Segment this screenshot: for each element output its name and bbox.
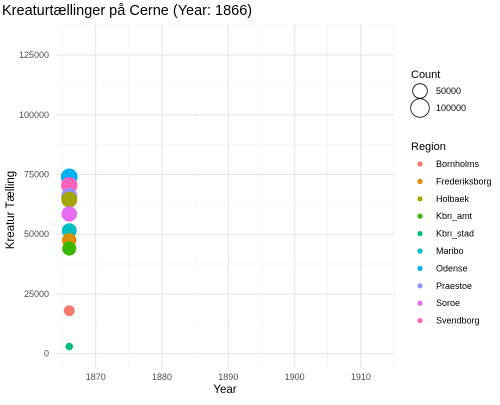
color-legend-key — [417, 318, 423, 324]
color-legend-label: Frederiksborg — [436, 176, 492, 186]
color-legend-label: Soroe — [436, 298, 460, 308]
color-legend-key — [417, 283, 423, 289]
size-legend-key — [410, 98, 430, 118]
color-legend-key — [417, 231, 423, 237]
y-axis-label: Kreatur Tælling — [5, 171, 17, 249]
y-tick-label: 75000 — [24, 170, 49, 180]
data-point — [65, 342, 74, 351]
x-tick-label: 1910 — [351, 372, 371, 382]
color-legend-key — [417, 265, 423, 271]
x-tick-label: 1900 — [285, 372, 305, 382]
color-legend-label: Kbn_stad — [436, 229, 474, 239]
y-tick-label: 50000 — [24, 229, 49, 239]
color-legend-label: Kbn_amt — [436, 211, 473, 221]
color-legend-key — [417, 248, 423, 254]
color-legend-key — [417, 178, 423, 184]
data-point — [61, 206, 77, 222]
size-legend-label: 100000 — [436, 103, 466, 113]
color-legend-key — [417, 196, 423, 202]
color-legend-key — [417, 161, 423, 167]
size-legend-title: Count — [411, 69, 440, 81]
size-legend-label: 50000 — [436, 86, 461, 96]
data-point — [63, 305, 75, 317]
chart-title: Kreaturtællinger på Cerne (Year: 1866) — [2, 3, 252, 19]
x-tick-label: 1880 — [152, 372, 172, 382]
color-legend-label: Odense — [436, 263, 468, 273]
grid-lines — [56, 24, 395, 368]
size-legend-key — [412, 83, 428, 99]
y-tick-label: 125000 — [19, 50, 49, 60]
color-legend-label: Holbaek — [436, 194, 470, 204]
y-tick-label: 100000 — [19, 110, 49, 120]
color-legend-label: Praestoe — [436, 281, 472, 291]
color-legend-label: Svendborg — [436, 316, 480, 326]
y-tick-label: 25000 — [24, 289, 49, 299]
y-tick-label: 0 — [44, 349, 49, 359]
data-point — [61, 191, 78, 208]
x-tick-label: 1890 — [218, 372, 238, 382]
data-point — [62, 241, 77, 256]
x-axis-label: Year — [213, 384, 236, 396]
color-legend-key — [417, 213, 423, 219]
color-legend-label: Maribo — [436, 246, 464, 256]
color-legend-title: Region — [411, 141, 446, 153]
x-tick-label: 1870 — [86, 372, 106, 382]
color-legend-label: Bornholms — [436, 159, 480, 169]
color-legend-key — [417, 300, 423, 306]
